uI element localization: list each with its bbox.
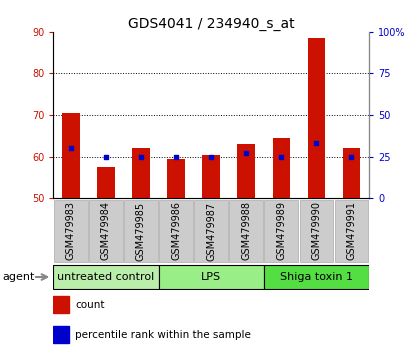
Bar [307, 38, 324, 198]
Point [67, 145, 74, 151]
FancyBboxPatch shape [229, 200, 263, 262]
Text: GSM479986: GSM479986 [171, 201, 181, 261]
Point [102, 154, 109, 159]
Text: GSM479988: GSM479988 [240, 201, 251, 261]
Bar [132, 148, 149, 198]
FancyBboxPatch shape [334, 200, 367, 262]
Bar [167, 159, 184, 198]
Bar [62, 113, 79, 198]
Point [277, 154, 284, 159]
Bar [202, 155, 219, 198]
Point [207, 154, 214, 159]
Bar [53, 296, 69, 313]
Bar [237, 144, 254, 198]
Text: GSM479989: GSM479989 [276, 201, 285, 261]
FancyBboxPatch shape [54, 200, 88, 262]
Bar [272, 138, 289, 198]
Point [312, 141, 319, 146]
Text: GSM479987: GSM479987 [206, 201, 216, 261]
Point [137, 154, 144, 159]
Text: untreated control: untreated control [57, 272, 154, 282]
Text: GSM479984: GSM479984 [101, 201, 111, 261]
Bar [342, 148, 360, 198]
FancyBboxPatch shape [124, 200, 157, 262]
FancyBboxPatch shape [89, 200, 122, 262]
FancyBboxPatch shape [159, 200, 193, 262]
Text: agent: agent [2, 272, 34, 282]
Title: GDS4041 / 234940_s_at: GDS4041 / 234940_s_at [128, 17, 294, 31]
Point [172, 154, 179, 159]
FancyBboxPatch shape [264, 200, 297, 262]
FancyBboxPatch shape [194, 200, 227, 262]
Point [243, 150, 249, 156]
Text: GSM479985: GSM479985 [136, 201, 146, 261]
Text: GSM479983: GSM479983 [66, 201, 76, 261]
Text: count: count [75, 300, 105, 310]
FancyBboxPatch shape [263, 265, 368, 289]
FancyBboxPatch shape [53, 265, 158, 289]
Bar [53, 326, 69, 343]
Text: percentile rank within the sample: percentile rank within the sample [75, 330, 251, 340]
Text: Shiga toxin 1: Shiga toxin 1 [279, 272, 352, 282]
Text: LPS: LPS [200, 272, 221, 282]
FancyBboxPatch shape [299, 200, 333, 262]
Bar [97, 167, 115, 198]
Text: GSM479991: GSM479991 [346, 201, 355, 261]
Text: GSM479990: GSM479990 [310, 201, 321, 261]
Point [347, 154, 354, 159]
FancyBboxPatch shape [158, 265, 263, 289]
